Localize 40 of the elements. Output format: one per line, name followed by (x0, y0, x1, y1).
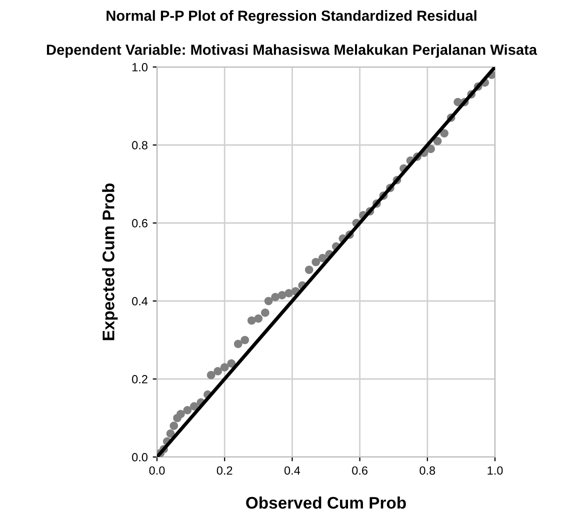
x-axis-title: Observed Cum Prob (246, 496, 406, 509)
point (170, 422, 178, 430)
y-tick-label: 1.0 (132, 63, 148, 72)
point (271, 292, 280, 302)
point (183, 406, 192, 414)
point (304, 266, 314, 274)
point (264, 296, 273, 306)
point (278, 290, 286, 300)
y-axis-title: Expected Cum Prob (102, 183, 118, 340)
point (206, 370, 216, 380)
y-tick-label: 0.4 (132, 297, 148, 306)
point (284, 289, 293, 298)
point (166, 429, 175, 438)
point (254, 314, 263, 323)
point (234, 340, 242, 348)
x-tick-label: 1.0 (488, 466, 503, 475)
point (220, 363, 229, 372)
point (433, 136, 442, 146)
point (260, 308, 270, 317)
x-tick-label: 0.8 (420, 466, 436, 475)
point (318, 254, 327, 262)
chart-title: Normal P-P Plot of Regression Standardized Residual (106, 10, 476, 24)
point (214, 367, 222, 376)
x-tick-label: 0.2 (216, 466, 232, 475)
point (190, 402, 198, 410)
point (227, 359, 236, 368)
point (426, 144, 435, 154)
y-tick-label: 0.6 (132, 219, 148, 228)
point (440, 129, 448, 138)
y-tick-label: 0.8 (132, 141, 148, 150)
x-tick-label: 0.6 (352, 466, 368, 475)
point (240, 336, 250, 344)
x-tick-label: 0.4 (284, 466, 300, 475)
x-tick-label: 0.0 (149, 466, 165, 475)
y-tick-label: 0.0 (132, 453, 148, 462)
point (312, 258, 320, 266)
point (176, 410, 185, 418)
point (247, 316, 256, 325)
chart-subtitle: Dependent Variable: Motivasi Mahasiswa Melakukan Perjalanan Wisata (46, 44, 538, 58)
y-tick-label: 0.2 (132, 375, 148, 384)
